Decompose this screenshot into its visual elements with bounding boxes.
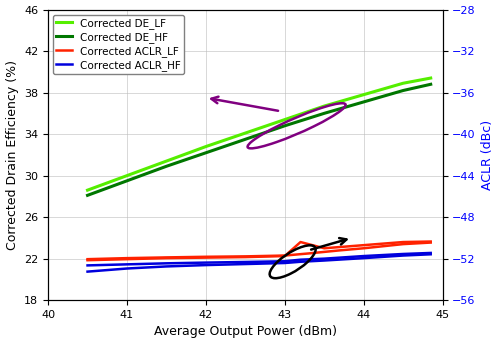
Line: Corrected ACLR_LF: Corrected ACLR_LF	[88, 241, 430, 260]
Corrected DE_LF	[282, 118, 288, 122]
Corrected DE_HF	[124, 179, 130, 183]
Corrected ACLR_LF	[164, 256, 170, 260]
Corrected ACLR_HF	[282, 259, 288, 263]
Corrected ACLR_HF	[203, 260, 209, 265]
Corrected DE_LF	[321, 104, 327, 108]
Corrected ACLR_HF	[428, 251, 434, 255]
Corrected DE_LF	[428, 76, 434, 80]
Corrected DE_HF	[282, 124, 288, 128]
Corrected ACLR_HF	[321, 257, 327, 261]
Line: Corrected DE_HF: Corrected DE_HF	[88, 84, 430, 195]
Corrected ACLR_HF	[242, 260, 248, 264]
Corrected ACLR_HF	[400, 252, 406, 256]
Corrected ACLR_LF	[321, 246, 327, 250]
Corrected ACLR_LF	[282, 254, 288, 258]
Corrected ACLR_LF	[428, 239, 434, 244]
Corrected DE_LF	[124, 174, 130, 178]
Corrected DE_HF	[428, 82, 434, 86]
X-axis label: Average Output Power (dBm): Average Output Power (dBm)	[154, 325, 337, 338]
Corrected DE_HF	[203, 151, 209, 155]
Legend: Corrected DE_LF, Corrected DE_HF, Corrected ACLR_LF, Corrected ACLR_HF: Corrected DE_LF, Corrected DE_HF, Correc…	[54, 15, 184, 74]
Corrected DE_LF	[242, 131, 248, 135]
Corrected DE_HF	[84, 193, 90, 197]
Corrected ACLR_HF	[298, 258, 304, 262]
Corrected ACLR_LF	[242, 255, 248, 259]
Corrected ACLR_HF	[124, 262, 130, 266]
Corrected ACLR_LF	[298, 240, 304, 244]
Corrected ACLR_HF	[84, 264, 90, 268]
Corrected ACLR_HF	[164, 261, 170, 265]
Corrected DE_LF	[360, 93, 366, 97]
Corrected ACLR_HF	[360, 254, 366, 258]
Corrected ACLR_LF	[360, 243, 366, 247]
Corrected DE_LF	[164, 159, 170, 163]
Corrected DE_LF	[203, 144, 209, 149]
Corrected DE_LF	[84, 188, 90, 192]
Corrected DE_HF	[164, 164, 170, 168]
Corrected DE_HF	[360, 100, 366, 104]
Corrected DE_HF	[400, 88, 406, 93]
Corrected ACLR_LF	[84, 258, 90, 262]
Corrected DE_LF	[400, 81, 406, 85]
Line: Corrected ACLR_HF: Corrected ACLR_HF	[88, 253, 430, 266]
Corrected ACLR_LF	[124, 257, 130, 261]
Corrected ACLR_LF	[203, 256, 209, 260]
Corrected DE_HF	[242, 137, 248, 141]
Corrected DE_HF	[321, 111, 327, 115]
Line: Corrected DE_LF: Corrected DE_LF	[88, 78, 430, 190]
Corrected ACLR_LF	[400, 240, 406, 244]
Y-axis label: ACLR (dBc): ACLR (dBc)	[482, 120, 494, 190]
Y-axis label: Corrected Drain Efficiency (%): Corrected Drain Efficiency (%)	[6, 60, 18, 250]
